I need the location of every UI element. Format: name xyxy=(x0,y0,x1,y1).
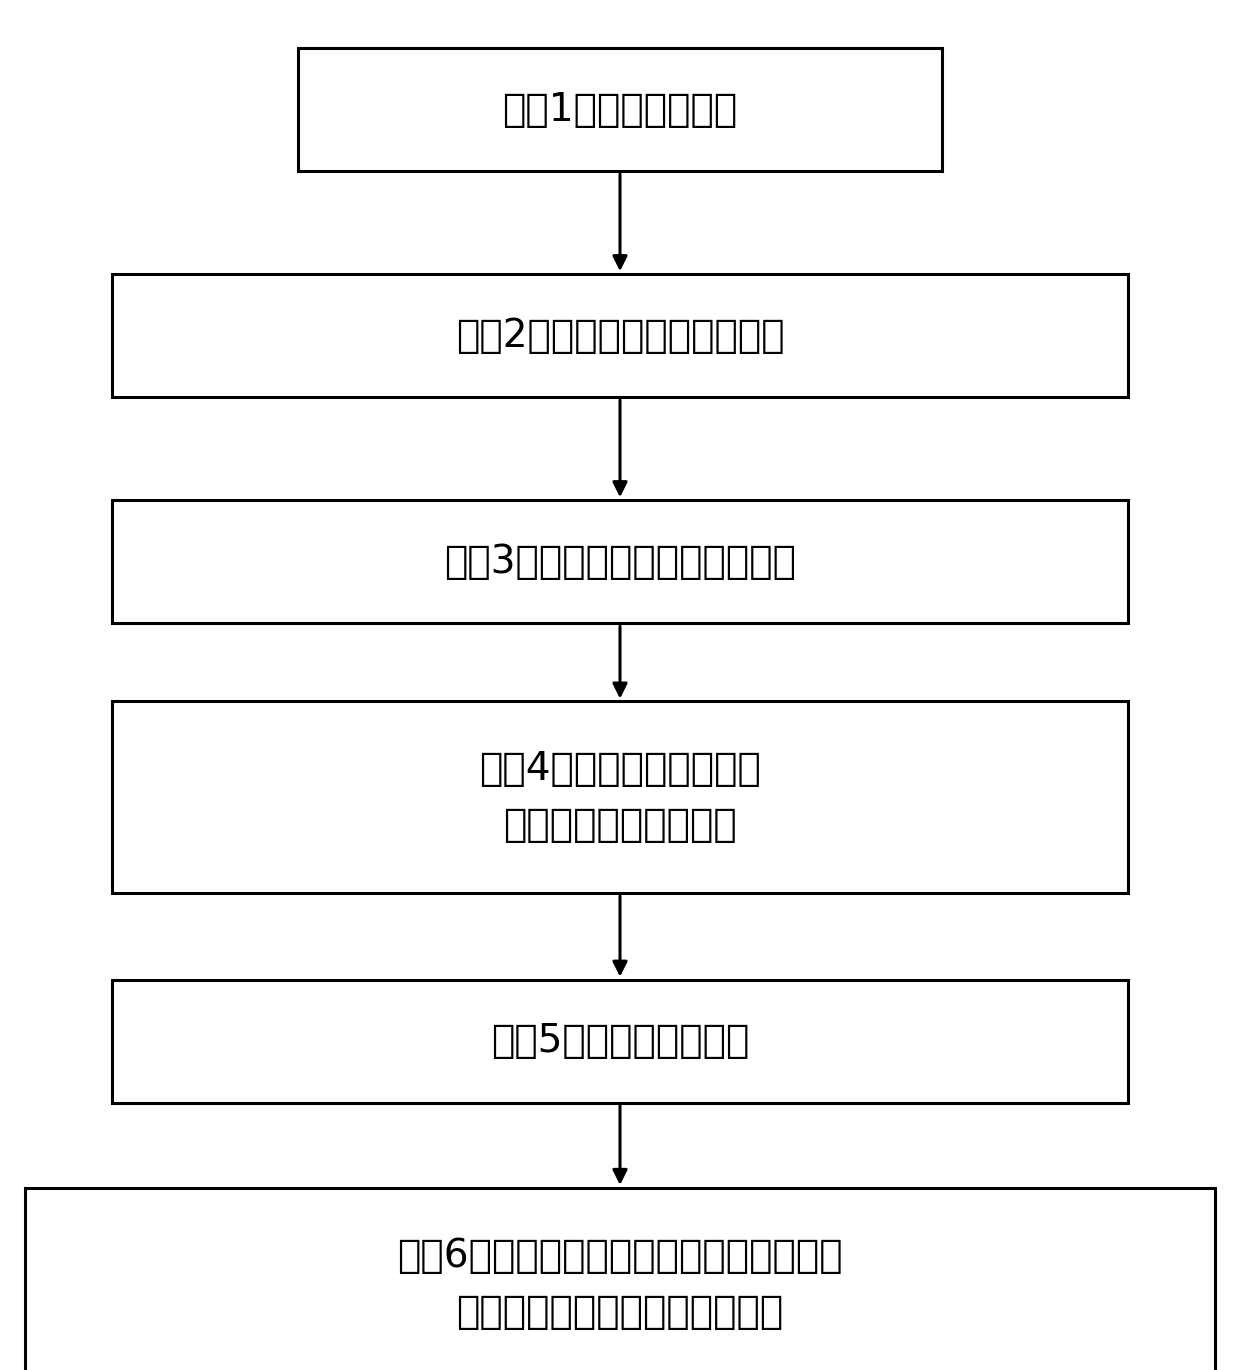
Bar xyxy=(112,500,1128,623)
Bar xyxy=(112,701,1128,893)
Text: 步骤5：按最优角度装配: 步骤5：按最优角度装配 xyxy=(491,1022,749,1060)
Bar xyxy=(112,980,1128,1103)
Bar xyxy=(112,274,1128,397)
Bar xyxy=(25,1188,1215,1370)
Text: 步骤6：检测装配总成的同轴度、不平衡量
和转动惯量，确保各项指标达标: 步骤6：检测装配总成的同轴度、不平衡量 和转动惯量，确保各项指标达标 xyxy=(397,1237,843,1330)
Text: 步骤4：同轴度、不平衡量
和转动惯量三目标优化: 步骤4：同轴度、不平衡量 和转动惯量三目标优化 xyxy=(479,751,761,844)
Text: 步骤2：各单级转子几何量测量: 步骤2：各单级转子几何量测量 xyxy=(455,316,785,355)
Bar xyxy=(298,48,942,171)
Text: 步骤3：各单级转子质心坐标测量: 步骤3：各单级转子质心坐标测量 xyxy=(444,543,796,581)
Text: 步骤1：转台调心调倾: 步骤1：转台调心调倾 xyxy=(502,90,738,129)
